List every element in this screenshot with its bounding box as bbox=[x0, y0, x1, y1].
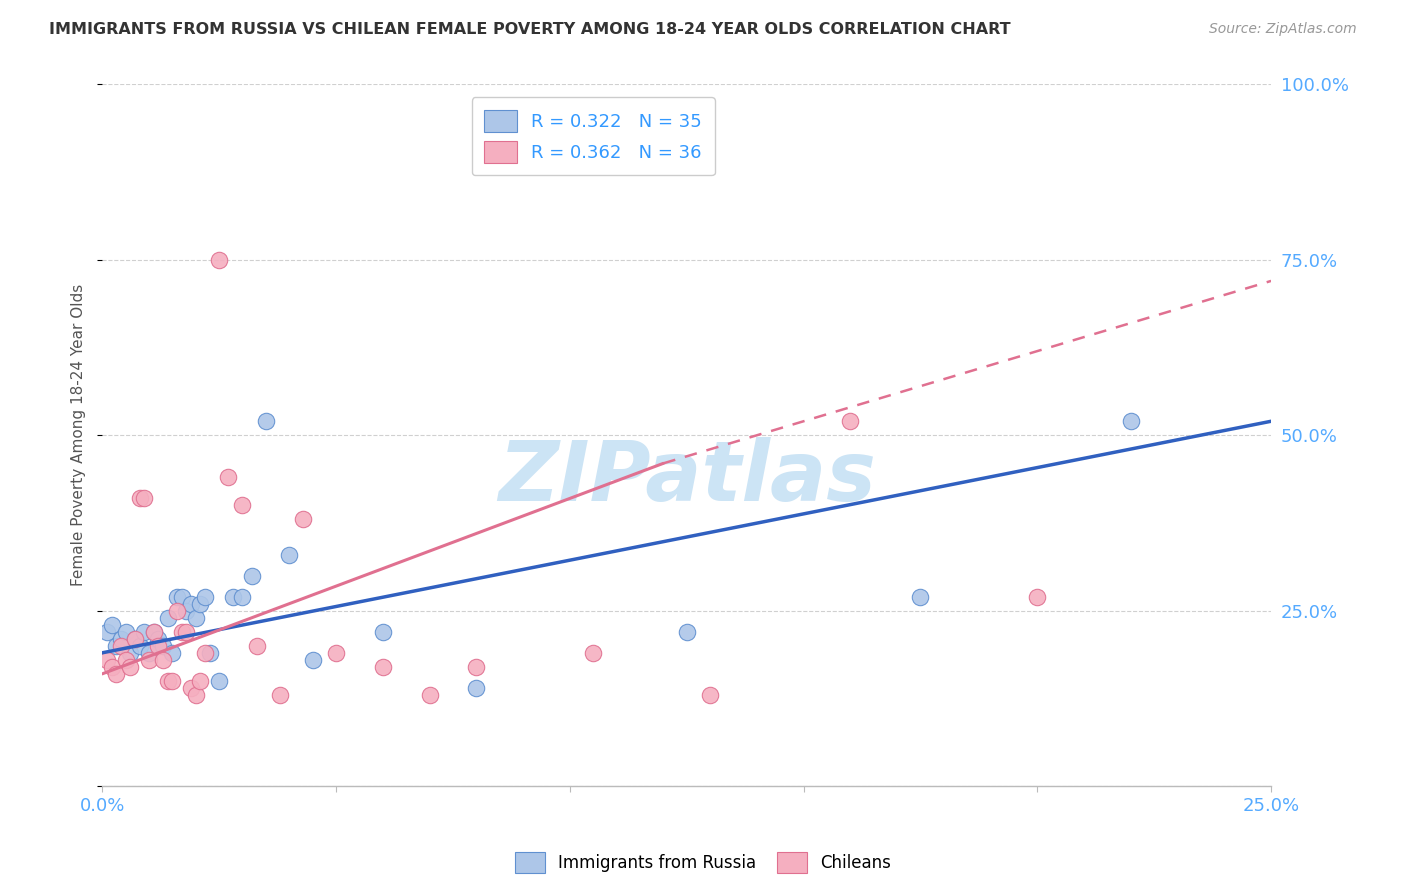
Point bbox=[839, 414, 862, 428]
Point bbox=[240, 568, 263, 582]
Point bbox=[166, 590, 188, 604]
Point bbox=[148, 632, 170, 646]
Point bbox=[245, 639, 267, 653]
Point bbox=[152, 639, 174, 653]
Text: ZIPatlas: ZIPatlas bbox=[498, 437, 876, 518]
Point bbox=[222, 590, 245, 604]
Point bbox=[156, 611, 179, 625]
Point bbox=[180, 597, 202, 611]
Point bbox=[180, 681, 202, 695]
Point bbox=[184, 611, 207, 625]
Point bbox=[138, 653, 160, 667]
Point bbox=[465, 681, 488, 695]
Point bbox=[128, 491, 150, 506]
Point bbox=[96, 653, 118, 667]
Point bbox=[1026, 590, 1049, 604]
Y-axis label: Female Poverty Among 18-24 Year Olds: Female Poverty Among 18-24 Year Olds bbox=[72, 285, 86, 586]
Text: IMMIGRANTS FROM RUSSIA VS CHILEAN FEMALE POVERTY AMONG 18-24 YEAR OLDS CORRELATI: IMMIGRANTS FROM RUSSIA VS CHILEAN FEMALE… bbox=[49, 22, 1011, 37]
Point bbox=[325, 646, 347, 660]
Point bbox=[176, 624, 198, 639]
Point bbox=[100, 660, 122, 674]
Point bbox=[96, 624, 118, 639]
Point bbox=[124, 632, 146, 646]
Point bbox=[1119, 414, 1142, 428]
Point bbox=[675, 624, 697, 639]
Text: Source: ZipAtlas.com: Source: ZipAtlas.com bbox=[1209, 22, 1357, 37]
Point bbox=[148, 639, 170, 653]
Point bbox=[269, 688, 291, 702]
Point bbox=[170, 590, 193, 604]
Point bbox=[110, 632, 132, 646]
Point bbox=[120, 646, 142, 660]
Point bbox=[231, 499, 253, 513]
Point bbox=[194, 590, 217, 604]
Point bbox=[176, 604, 198, 618]
Point bbox=[371, 660, 394, 674]
Point bbox=[371, 624, 394, 639]
Point bbox=[217, 470, 239, 484]
Point bbox=[134, 491, 156, 506]
Point bbox=[208, 673, 231, 688]
Point bbox=[138, 646, 160, 660]
Point bbox=[156, 673, 179, 688]
Point bbox=[278, 548, 301, 562]
Point bbox=[124, 632, 146, 646]
Point bbox=[465, 660, 488, 674]
Point bbox=[190, 673, 212, 688]
Legend: Immigrants from Russia, Chileans: Immigrants from Russia, Chileans bbox=[509, 846, 897, 880]
Point bbox=[190, 597, 212, 611]
Point bbox=[128, 639, 150, 653]
Point bbox=[699, 688, 721, 702]
Point bbox=[292, 512, 315, 526]
Point bbox=[910, 590, 932, 604]
Point bbox=[142, 624, 165, 639]
Point bbox=[166, 604, 188, 618]
Point bbox=[418, 688, 440, 702]
Point bbox=[301, 653, 323, 667]
Point bbox=[114, 624, 136, 639]
Point bbox=[184, 688, 207, 702]
Point bbox=[120, 660, 142, 674]
Point bbox=[582, 646, 605, 660]
Legend: R = 0.322   N = 35, R = 0.362   N = 36: R = 0.322 N = 35, R = 0.362 N = 36 bbox=[471, 97, 714, 176]
Point bbox=[152, 653, 174, 667]
Point bbox=[110, 639, 132, 653]
Point bbox=[142, 624, 165, 639]
Point bbox=[100, 617, 122, 632]
Point bbox=[170, 624, 193, 639]
Point bbox=[198, 646, 221, 660]
Point bbox=[254, 414, 277, 428]
Point bbox=[114, 653, 136, 667]
Point bbox=[208, 252, 231, 267]
Point bbox=[105, 639, 128, 653]
Point bbox=[105, 666, 128, 681]
Point bbox=[162, 673, 184, 688]
Point bbox=[162, 646, 184, 660]
Point bbox=[134, 624, 156, 639]
Point bbox=[231, 590, 253, 604]
Point bbox=[194, 646, 217, 660]
